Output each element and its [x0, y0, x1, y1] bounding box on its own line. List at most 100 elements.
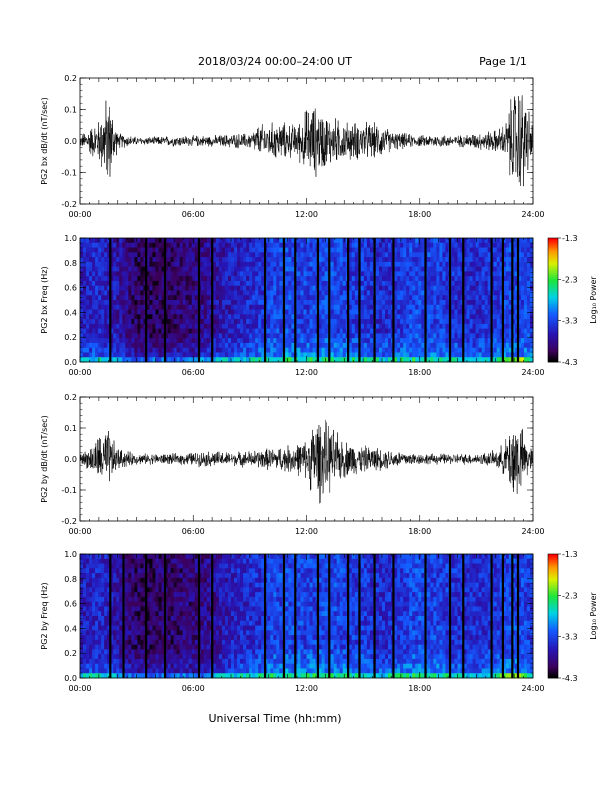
heatmap-cell — [306, 266, 310, 272]
heatmap-cell — [303, 300, 307, 306]
heatmap-cell — [89, 592, 93, 598]
heatmap-cell — [409, 338, 413, 344]
heatmap-cell — [378, 342, 383, 349]
heatmap-cell — [270, 285, 274, 291]
heatmap-cell — [436, 238, 440, 244]
heatmap-cell — [526, 242, 531, 248]
heatmap-cell — [258, 352, 262, 358]
heatmap-cell — [125, 271, 129, 277]
heatmap-cell — [243, 304, 247, 310]
heatmap-cell — [297, 328, 301, 334]
heatmap-cell — [484, 328, 489, 334]
heatmap-cell — [92, 328, 96, 334]
x-tick-label: 00:00 — [68, 210, 91, 219]
data-gap — [328, 238, 331, 362]
heatmap-cell — [457, 328, 461, 334]
heatmap-cell — [457, 238, 461, 244]
heatmap-cell — [514, 238, 519, 244]
heatmap-cell — [388, 352, 392, 358]
heatmap-cell — [360, 238, 365, 244]
heatmap-cell — [158, 338, 162, 344]
heatmap-cell — [107, 271, 111, 277]
heatmap-cell — [194, 247, 199, 253]
heatmap-cell — [318, 290, 322, 296]
heatmap-cell — [128, 563, 132, 569]
heatmap-cell — [351, 290, 356, 296]
heatmap-cell — [270, 319, 274, 325]
heatmap-cell — [351, 271, 356, 277]
heatmap-cell — [520, 342, 525, 349]
heatmap-cell — [369, 257, 374, 263]
heatmap-cell — [433, 314, 437, 320]
heatmap-cell — [412, 290, 416, 296]
heatmap-cell — [92, 238, 96, 244]
heatmap-cell — [249, 333, 253, 339]
heatmap-cell — [212, 352, 217, 358]
heatmap-cell — [182, 352, 187, 358]
heatmap-cell — [146, 300, 150, 306]
heatmap-cell — [92, 309, 96, 315]
data-gap — [109, 238, 112, 362]
heatmap-cell — [412, 280, 416, 287]
heatmap-cell — [122, 261, 126, 268]
heatmap-cell — [185, 280, 190, 287]
heatmap-cell — [110, 266, 114, 272]
heatmap-cell — [496, 295, 501, 301]
heatmap-cell — [472, 300, 477, 306]
heatmap-cell — [382, 290, 386, 296]
heatmap-cell — [321, 338, 326, 344]
heatmap-cell — [366, 333, 371, 339]
heatmap-cell — [324, 238, 329, 244]
heatmap-cell — [499, 257, 504, 263]
heatmap-cell — [179, 257, 184, 263]
heatmap-cell — [403, 280, 407, 287]
heatmap-cell — [240, 247, 244, 253]
data-gap — [358, 238, 361, 362]
heatmap-cell — [276, 247, 280, 253]
heatmap-cell — [276, 266, 280, 272]
heatmap-cell — [297, 247, 301, 253]
heatmap-cell — [466, 342, 470, 349]
heatmap-cell — [333, 261, 338, 268]
heatmap-cell — [442, 266, 446, 272]
heatmap-cell — [309, 333, 313, 339]
heatmap-cell — [363, 342, 368, 349]
heatmap-cell — [406, 276, 410, 282]
heatmap-cell — [170, 328, 175, 334]
heatmap-cell — [436, 323, 440, 330]
heatmap-cell — [385, 290, 389, 296]
heatmap-cell — [324, 276, 329, 282]
heatmap-cell — [95, 285, 99, 291]
heatmap-cell — [191, 319, 196, 325]
heatmap-cell — [92, 558, 96, 564]
heatmap-cell — [478, 314, 483, 320]
heatmap-cell — [312, 342, 316, 349]
heatmap-cell — [164, 280, 168, 287]
heatmap-cell — [436, 257, 440, 263]
heatmap-cell — [206, 314, 211, 320]
heatmap-cell — [270, 314, 274, 320]
heatmap-cell — [227, 304, 232, 310]
heatmap-cell — [158, 247, 162, 253]
heatmap-cell — [164, 266, 168, 272]
heatmap-cell — [351, 328, 356, 334]
heatmap-cell — [107, 295, 111, 301]
heatmap-cell — [499, 328, 504, 334]
heatmap-cell — [140, 276, 144, 282]
heatmap-cell — [137, 242, 141, 248]
heatmap-cell — [406, 347, 410, 353]
heatmap-cell — [131, 285, 135, 291]
heatmap-cell — [366, 309, 371, 315]
heatmap-cell — [457, 314, 461, 320]
heatmap-cell — [116, 658, 120, 665]
heatmap-cell — [89, 261, 93, 268]
heatmap-cell — [188, 247, 193, 253]
heatmap-cell — [427, 338, 431, 344]
heatmap-cell — [472, 304, 477, 310]
heatmap-cell — [430, 300, 434, 306]
heatmap-cell — [116, 338, 120, 344]
heatmap-cell — [394, 347, 398, 353]
heatmap-cell — [303, 342, 307, 349]
heatmap-cell — [336, 352, 341, 358]
heatmap-cell — [463, 304, 467, 310]
